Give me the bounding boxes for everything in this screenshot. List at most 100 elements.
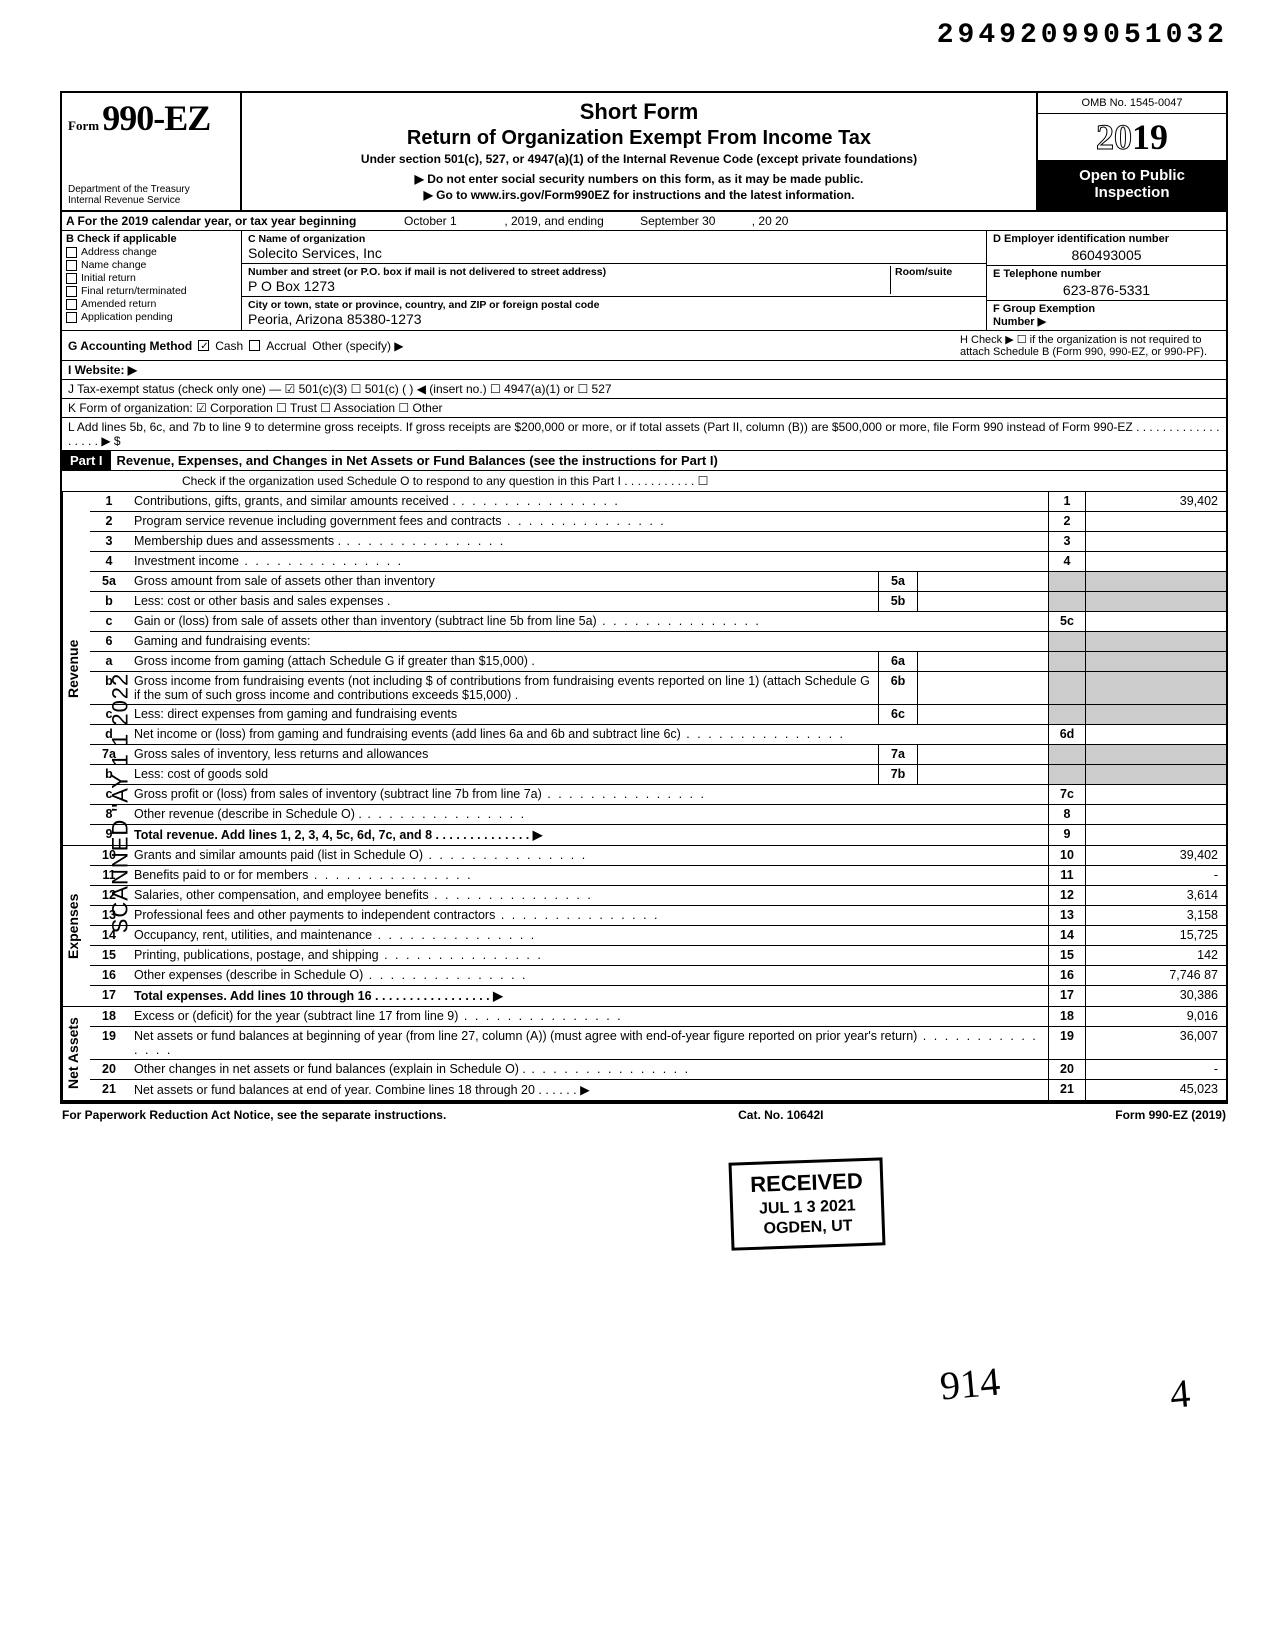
line-7c-desc: Gross profit or (loss) from sales of inv… bbox=[128, 785, 1048, 804]
org-name-label: C Name of organization bbox=[248, 233, 980, 245]
line-6d-desc: Net income or (loss) from gaming and fun… bbox=[128, 725, 1048, 744]
form-990ez: Form 990-EZ Department of the Treasury I… bbox=[60, 91, 1228, 1104]
footer-form-ref: Form 990-EZ (2019) bbox=[1115, 1108, 1226, 1122]
check-final-return[interactable]: Final return/terminated bbox=[66, 285, 237, 297]
row-l-gross-receipts: L Add lines 5b, 6c, and 7b to line 9 to … bbox=[62, 418, 1226, 451]
check-amended-return[interactable]: Amended return bbox=[66, 298, 237, 310]
addr-label: Number and street (or P.O. box if mail i… bbox=[248, 266, 890, 278]
line-18-value: 9,016 bbox=[1086, 1007, 1226, 1026]
open-to-public: Open to Public Inspection bbox=[1038, 161, 1226, 210]
check-accrual[interactable] bbox=[249, 340, 260, 351]
omb-number: OMB No. 1545-0047 bbox=[1038, 93, 1226, 114]
line-19-desc: Net assets or fund balances at beginning… bbox=[128, 1027, 1048, 1059]
line-6a-desc: Gross income from gaming (attach Schedul… bbox=[128, 652, 878, 671]
document-locator-number: 29492099051032 bbox=[60, 20, 1228, 51]
check-address-change[interactable]: Address change bbox=[66, 246, 237, 258]
row-g-accounting: G Accounting Method Cash Accrual Other (… bbox=[62, 331, 1226, 361]
room-label: Room/suite bbox=[895, 266, 952, 278]
part-1-title: Revenue, Expenses, and Changes in Net As… bbox=[111, 451, 1226, 470]
line-11-desc: Benefits paid to or for members bbox=[128, 866, 1048, 885]
group-exemption-label: F Group Exemption Number ▶ bbox=[993, 303, 1220, 328]
line-2-desc: Program service revenue including govern… bbox=[128, 512, 1048, 531]
page-footer: For Paperwork Reduction Act Notice, see … bbox=[60, 1104, 1228, 1126]
line-5a-desc: Gross amount from sale of assets other t… bbox=[128, 572, 878, 591]
scanned-stamp: SCANNED "AY 1 1 2022 bbox=[107, 673, 133, 934]
line-14-value: 15,725 bbox=[1086, 926, 1226, 945]
tax-year-begin: October 1 bbox=[360, 212, 500, 230]
department: Department of the Treasury Internal Reve… bbox=[68, 184, 234, 206]
footer-left: For Paperwork Reduction Act Notice, see … bbox=[62, 1108, 446, 1122]
form-header: Form 990-EZ Department of the Treasury I… bbox=[62, 93, 1226, 212]
line-18-desc: Excess or (deficit) for the year (subtra… bbox=[128, 1007, 1048, 1026]
line-19-value: 36,007 bbox=[1086, 1027, 1226, 1059]
line-14-desc: Occupancy, rent, utilities, and maintena… bbox=[128, 926, 1048, 945]
line-17-value: 30,386 bbox=[1086, 986, 1226, 1006]
line-a-yr: , 20 20 bbox=[748, 212, 793, 230]
line-16-value: 7,746 87 bbox=[1086, 966, 1226, 985]
line-10-value: 39,402 bbox=[1086, 846, 1226, 865]
accounting-label: G Accounting Method bbox=[68, 339, 192, 353]
check-name-change[interactable]: Name change bbox=[66, 259, 237, 271]
line-20-desc: Other changes in net assets or fund bala… bbox=[128, 1060, 1048, 1079]
handwritten-1: 914 bbox=[938, 1357, 1002, 1409]
line-17-desc: Total expenses. Add lines 10 through 16 … bbox=[128, 986, 1048, 1006]
form-prefix: Form bbox=[68, 118, 99, 133]
line-13-value: 3,158 bbox=[1086, 906, 1226, 925]
line-8-desc: Other revenue (describe in Schedule O) . bbox=[128, 805, 1048, 824]
line-15-desc: Printing, publications, postage, and shi… bbox=[128, 946, 1048, 965]
row-k-form-org: K Form of organization: ☑ Corporation ☐ … bbox=[62, 399, 1226, 418]
org-city: Peoria, Arizona 85380-1273 bbox=[248, 311, 980, 327]
line-12-value: 3,614 bbox=[1086, 886, 1226, 905]
line-6-desc: Gaming and fundraising events: bbox=[128, 632, 1048, 651]
line-6c-desc: Less: direct expenses from gaming and fu… bbox=[128, 705, 878, 724]
city-label: City or town, state or province, country… bbox=[248, 299, 980, 311]
line-13-desc: Professional fees and other payments to … bbox=[128, 906, 1048, 925]
side-expenses: Expenses bbox=[62, 846, 90, 1006]
side-revenue: Revenue bbox=[62, 492, 90, 845]
check-initial-return[interactable]: Initial return bbox=[66, 272, 237, 284]
handwritten-2: 4 bbox=[1168, 1369, 1192, 1418]
tel-value: 623-876-5331 bbox=[993, 280, 1220, 298]
line-5c-desc: Gain or (loss) from sale of assets other… bbox=[128, 612, 1048, 631]
line-7a-desc: Gross sales of inventory, less returns a… bbox=[128, 745, 878, 764]
line-3-desc: Membership dues and assessments . bbox=[128, 532, 1048, 551]
line-a-tax-year: A For the 2019 calendar year, or tax yea… bbox=[62, 212, 1226, 231]
tax-year: 20201919 bbox=[1038, 114, 1226, 161]
line-11-value: - bbox=[1086, 866, 1226, 885]
line-a-mid: , 2019, and ending bbox=[500, 212, 607, 230]
received-stamp: RECEIVED JUL 1 3 2021 OGDEN, UT bbox=[729, 1157, 886, 1251]
check-application-pending[interactable]: Application pending bbox=[66, 311, 237, 323]
received-location: OGDEN, UT bbox=[752, 1216, 865, 1241]
tax-year-end: September 30 bbox=[608, 212, 748, 230]
col-b-checkboxes: B Check if applicable Address change Nam… bbox=[62, 231, 242, 330]
revenue-section: Revenue 1Contributions, gifts, grants, a… bbox=[62, 492, 1226, 846]
under-section: Under section 501(c), 527, or 4947(a)(1)… bbox=[252, 152, 1026, 166]
ein-label: D Employer identification number bbox=[993, 233, 1220, 245]
line-21-value: 45,023 bbox=[1086, 1080, 1226, 1100]
check-cash[interactable] bbox=[198, 340, 209, 351]
line-6b-desc: Gross income from fundraising events (no… bbox=[128, 672, 878, 704]
form-number: Form 990-EZ bbox=[68, 97, 234, 139]
col-b-header: B Check if applicable bbox=[66, 233, 237, 245]
part-1-label: Part I bbox=[62, 451, 111, 470]
ein-value: 860493005 bbox=[993, 245, 1220, 263]
line-a-label: A For the 2019 calendar year, or tax yea… bbox=[62, 212, 360, 230]
line-7b-desc: Less: cost of goods sold bbox=[128, 765, 878, 784]
col-d-contact: D Employer identification number 8604930… bbox=[986, 231, 1226, 330]
expenses-section: Expenses 10Grants and similar amounts pa… bbox=[62, 846, 1226, 1007]
short-form-label: Short Form bbox=[252, 99, 1026, 125]
line-12-desc: Salaries, other compensation, and employ… bbox=[128, 886, 1048, 905]
received-text: RECEIVED bbox=[750, 1167, 863, 1200]
col-c-org-info: C Name of organization Solecito Services… bbox=[242, 231, 986, 330]
tel-label: E Telephone number bbox=[993, 268, 1220, 280]
line-20-value: - bbox=[1086, 1060, 1226, 1079]
org-name: Solecito Services, Inc bbox=[248, 245, 980, 261]
line-21-desc: Net assets or fund balances at end of ye… bbox=[128, 1080, 1048, 1100]
org-address: P O Box 1273 bbox=[248, 278, 890, 294]
identity-block: B Check if applicable Address change Nam… bbox=[62, 231, 1226, 331]
row-j-tax-exempt: J Tax-exempt status (check only one) — ☑… bbox=[62, 380, 1226, 399]
line-4-desc: Investment income bbox=[128, 552, 1048, 571]
line-9-desc: Total revenue. Add lines 1, 2, 3, 4, 5c,… bbox=[128, 825, 1048, 845]
line-16-desc: Other expenses (describe in Schedule O) bbox=[128, 966, 1048, 985]
line-1-value: 39,402 bbox=[1086, 492, 1226, 511]
